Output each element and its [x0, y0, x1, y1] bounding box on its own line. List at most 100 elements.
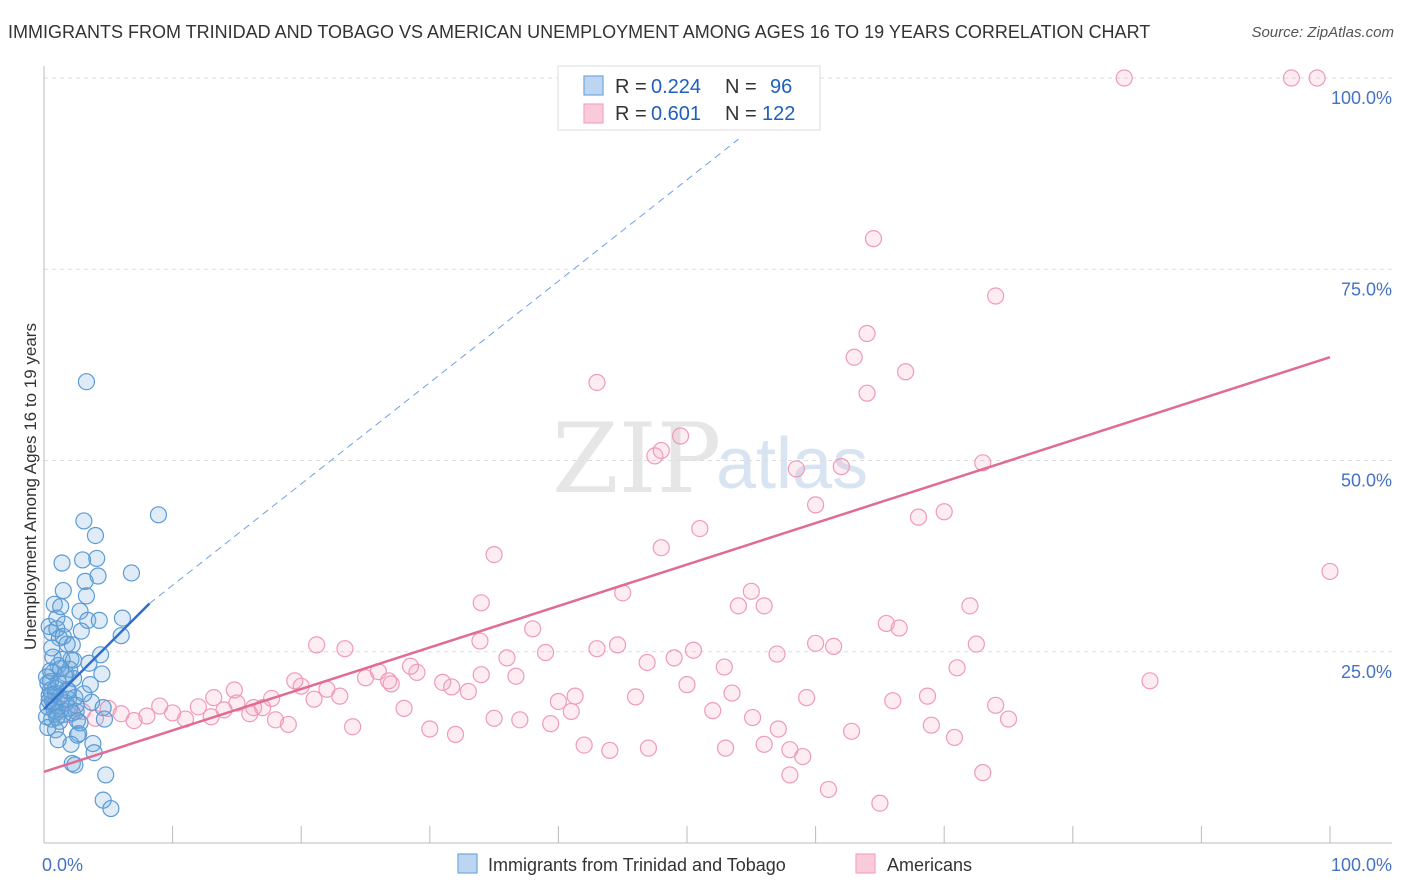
americans-point-50	[691, 519, 709, 538]
trinidad-point-46	[86, 526, 105, 545]
americans-point-57	[781, 766, 799, 784]
trinidad-point-47	[88, 549, 106, 568]
americans-point-100	[380, 672, 398, 690]
trinidad-point-90	[46, 721, 65, 739]
americans-point-122	[723, 684, 741, 702]
trinidad-point-83	[50, 688, 69, 706]
americans-point-39	[549, 692, 568, 711]
legend-n-value-1: 96	[770, 76, 792, 98]
americans-point-68	[922, 716, 940, 734]
americans-point-49	[678, 676, 696, 694]
americans-point-110	[715, 658, 733, 676]
legend-r-label-1: R =	[615, 76, 647, 98]
americans-point-88	[485, 545, 503, 564]
americans-point-20	[305, 690, 323, 708]
americans-point-6	[125, 711, 143, 730]
americans-point-71	[961, 597, 979, 615]
trinidad-point-38	[76, 572, 94, 590]
trinidad-point-84	[40, 692, 58, 710]
americans-point-81	[588, 373, 606, 392]
americans-points	[48, 69, 1339, 812]
americans-point-115	[843, 722, 861, 740]
americans-point-69	[935, 503, 953, 521]
americans-point-112	[769, 720, 787, 738]
trinidad-trend-extension	[149, 138, 739, 604]
americans-point-111	[743, 708, 762, 727]
americans-point-53	[729, 597, 748, 615]
americans-point-70	[948, 659, 966, 677]
trinidad-point-59	[113, 609, 132, 627]
americans-point-55	[755, 735, 773, 753]
americans-point-120	[877, 614, 895, 633]
americans-point-62	[845, 348, 863, 366]
americans-point-99	[336, 640, 354, 658]
americans-point-28	[408, 663, 426, 682]
americans-point-65	[884, 692, 902, 710]
americans-point-36	[511, 711, 529, 729]
americans-point-29	[421, 720, 439, 738]
americans-point-64	[871, 794, 889, 812]
americans-point-85	[787, 460, 805, 478]
americans-point-78	[987, 287, 1005, 305]
trinidad-point-30	[62, 735, 80, 753]
americans-point-109	[684, 641, 703, 659]
americans-point-80	[864, 230, 883, 248]
americans-point-104	[507, 667, 525, 685]
americans-point-27	[395, 699, 413, 717]
americans-point-56	[768, 645, 786, 663]
americans-trend-line	[43, 356, 1331, 774]
americans-point-60	[819, 780, 838, 799]
americans-point-93	[205, 689, 223, 707]
americans-point-92	[999, 710, 1018, 728]
americans-point-94	[225, 681, 243, 699]
trinidad-point-53	[95, 710, 114, 728]
americans-point-87	[472, 594, 490, 612]
americans-point-76	[1321, 562, 1339, 581]
americans-point-48	[665, 649, 683, 667]
americans-point-84	[646, 447, 664, 465]
trinidad-point-48	[89, 567, 107, 585]
trinidad-point-15	[52, 598, 70, 616]
watermark: ZIP atlas	[552, 403, 868, 515]
americans-point-45	[626, 688, 645, 706]
americans-point-66	[897, 363, 915, 381]
americans-point-11	[189, 698, 207, 716]
trinidad-point-36	[73, 551, 92, 569]
americans-point-101	[401, 657, 420, 675]
trinidad-point-88	[71, 714, 89, 732]
trend-lines	[43, 138, 1331, 774]
americans-point-54	[742, 582, 760, 600]
legend-r-value-2: 0.601	[651, 103, 701, 125]
americans-point-86	[806, 496, 825, 514]
americans-point-34	[485, 709, 503, 727]
americans-point-31	[446, 725, 465, 743]
watermark-atlas: atlas	[716, 424, 868, 504]
americans-point-42	[588, 640, 606, 658]
trinidad-point-91	[49, 731, 67, 749]
americans-point-113	[797, 689, 816, 707]
americans-point-18	[279, 715, 297, 734]
americans-point-98	[308, 636, 326, 654]
trinidad-point-17	[54, 581, 72, 600]
y-axis-title: Unemployment Among Ages 16 to 19 years	[21, 323, 40, 650]
legend-n-label-2: N =	[725, 103, 757, 125]
americans-point-7	[138, 707, 156, 725]
americans-point-4	[99, 699, 117, 717]
trinidad-point-92	[52, 659, 70, 678]
trinidad-point-49	[90, 611, 108, 629]
legend-n-label-1: N =	[725, 76, 757, 98]
x-tick-label-1: 100.0%	[1331, 855, 1392, 875]
trinidad-point-35	[72, 622, 90, 640]
trinidad-point-54	[97, 766, 115, 784]
trinidad-trend-line	[43, 602, 151, 711]
legend-swatch-pink	[583, 103, 604, 124]
americans-point-79	[858, 384, 876, 402]
americans-point-91	[987, 696, 1005, 714]
americans-point-63	[858, 324, 876, 343]
trinidad-point-50	[91, 646, 110, 664]
americans-point-14	[228, 694, 246, 712]
trinidad-point-37	[75, 512, 93, 530]
americans-point-74	[1282, 69, 1301, 87]
americans-point-114	[825, 637, 843, 655]
trinidad-point-39	[77, 587, 96, 605]
